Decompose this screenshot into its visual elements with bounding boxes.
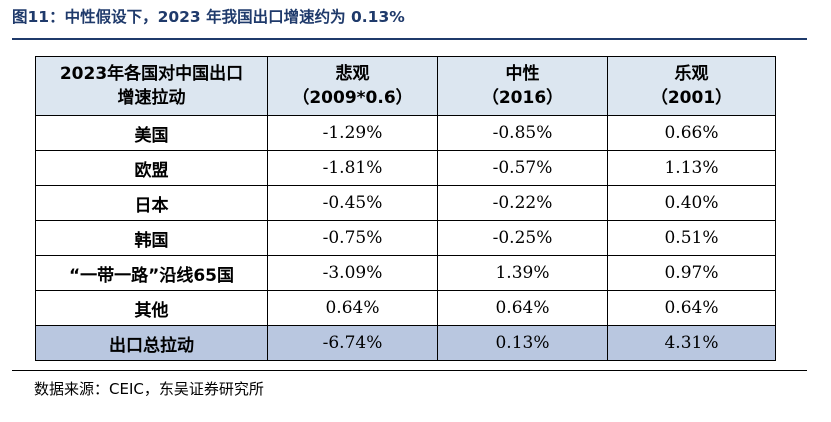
total-neutral-value: 0.13% (437, 325, 608, 361)
optimistic-value: 1.13% (607, 150, 776, 186)
table-row: 欧盟 -1.81% -0.57% 1.13% (35, 150, 776, 186)
row-label: “一带一路”沿线65国 (35, 255, 268, 291)
source-note: 数据来源：CEIC，东吴证券研究所 (34, 380, 264, 398)
header-pessimistic: 悲观 （2009*0.6） (267, 56, 438, 116)
row-label: 其他 (35, 290, 268, 326)
row-label: 欧盟 (35, 150, 268, 186)
table-row: 日本 -0.45% -0.22% 0.40% (35, 185, 776, 221)
pessimistic-value: -3.09% (267, 255, 438, 291)
pessimistic-value: -1.29% (267, 115, 438, 151)
total-label: 出口总拉动 (35, 325, 268, 361)
optimistic-value: 0.40% (607, 185, 776, 221)
header-optimistic-line2: （2001） (650, 88, 733, 108)
neutral-value: 1.39% (437, 255, 608, 291)
header-neutral: 中性 （2016） (437, 56, 608, 116)
pessimistic-value: -0.75% (267, 220, 438, 256)
pessimistic-value: 0.64% (267, 290, 438, 326)
neutral-value: -0.85% (437, 115, 608, 151)
header-neutral-line2: （2016） (481, 88, 564, 108)
optimistic-value: 0.51% (607, 220, 776, 256)
table-row: 美国 -1.29% -0.85% 0.66% (35, 115, 776, 151)
neutral-value: -0.57% (437, 150, 608, 186)
header-category: 2023年各国对中国出口 增速拉动 (35, 56, 268, 116)
header-pessimistic-line2: （2009*0.6） (292, 88, 413, 108)
header-neutral-line1: 中性 (505, 64, 540, 84)
row-label: 美国 (35, 115, 268, 151)
pessimistic-value: -1.81% (267, 150, 438, 186)
table-header-row: 2023年各国对中国出口 增速拉动 悲观 （2009*0.6） 中性 （2016… (35, 56, 776, 116)
figure-title: 图11：中性假设下，2023 年我国出口增速约为 0.13% (12, 8, 405, 26)
row-label: 韩国 (35, 220, 268, 256)
neutral-value: 0.64% (437, 290, 608, 326)
title-rule (12, 38, 807, 40)
pessimistic-value: -0.45% (267, 185, 438, 221)
header-pessimistic-line1: 悲观 (335, 64, 370, 84)
table-row: 韩国 -0.75% -0.25% 0.51% (35, 220, 776, 256)
export-growth-table: 2023年各国对中国出口 增速拉动 悲观 （2009*0.6） 中性 （2016… (35, 56, 776, 361)
table-row: 其他 0.64% 0.64% 0.64% (35, 290, 776, 326)
header-optimistic: 乐观 （2001） (607, 56, 776, 116)
header-category-line1: 2023年各国对中国出口 (59, 64, 244, 84)
table-row: “一带一路”沿线65国 -3.09% 1.39% 0.97% (35, 255, 776, 291)
header-category-line2: 增速拉动 (117, 88, 186, 108)
optimistic-value: 0.64% (607, 290, 776, 326)
total-pessimistic-value: -6.74% (267, 325, 438, 361)
neutral-value: -0.25% (437, 220, 608, 256)
optimistic-value: 0.66% (607, 115, 776, 151)
table-total-row: 出口总拉动 -6.74% 0.13% 4.31% (35, 325, 776, 361)
row-label: 日本 (35, 185, 268, 221)
optimistic-value: 0.97% (607, 255, 776, 291)
total-optimistic-value: 4.31% (607, 325, 776, 361)
neutral-value: -0.22% (437, 185, 608, 221)
bottom-rule (12, 370, 807, 371)
header-optimistic-line1: 乐观 (674, 64, 709, 84)
